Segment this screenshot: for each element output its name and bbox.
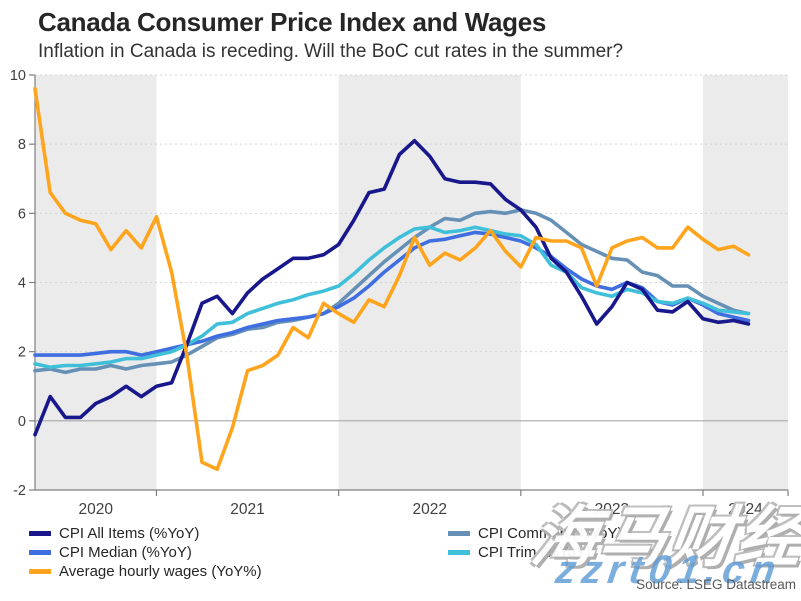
legend-line-swatch-cpi-trim bbox=[448, 550, 470, 555]
y-tick-label: 6 bbox=[18, 206, 26, 222]
x-year-label: 2020 bbox=[78, 501, 113, 518]
y-tick-label: 2 bbox=[18, 345, 26, 361]
legend-item-cpi-common: CPI Common (%YoY) bbox=[448, 524, 623, 543]
legend-label: CPI Trim (%YoY) bbox=[478, 544, 591, 561]
legend-line-swatch-cpi-common bbox=[448, 531, 470, 536]
legend-label: CPI Median (%YoY) bbox=[59, 544, 192, 561]
legend-line-swatch-average-hourly-wages bbox=[29, 569, 51, 574]
y-tick-label: 10 bbox=[10, 68, 26, 84]
x-year-label: 2023 bbox=[595, 501, 629, 518]
legend-label: Average hourly wages (YoY%) bbox=[59, 563, 262, 580]
y-tick-label: 4 bbox=[18, 276, 26, 292]
series-line-cpi-all-items-yoy bbox=[33, 138, 751, 437]
x-year-label: 2021 bbox=[230, 501, 264, 518]
legend-item-cpi-median: CPI Median (%YoY) bbox=[29, 543, 262, 562]
legend-item-average-hourly-wages: Average hourly wages (YoY%) bbox=[29, 562, 262, 581]
series-line-cpi-common-yoy bbox=[33, 208, 751, 375]
y-tick-label: 0 bbox=[18, 414, 26, 430]
series-line-cpi-trim-yoy bbox=[33, 225, 751, 370]
chart-legend-left: CPI All Items (%YoY) CPI Median (%YoY) A… bbox=[29, 524, 262, 581]
chart-legend-right: CPI Common (%YoY) CPI Trim (%YoY) bbox=[448, 524, 623, 562]
legend-item-cpi-trim: CPI Trim (%YoY) bbox=[448, 543, 623, 562]
legend-line-swatch-cpi-all-items bbox=[29, 531, 51, 536]
y-tick-label: -2 bbox=[13, 483, 26, 499]
y-tick-label: 8 bbox=[18, 137, 26, 153]
legend-line-swatch-cpi-median bbox=[29, 550, 51, 555]
page-title: Canada Consumer Price Index and Wages bbox=[38, 7, 547, 37]
series-line-average-hourly-wages-yoy bbox=[33, 87, 751, 472]
page-subtitle: Inflation in Canada is receding. Will th… bbox=[38, 41, 624, 62]
legend-label: CPI Common (%YoY) bbox=[478, 525, 623, 542]
legend-label: CPI All Items (%YoY) bbox=[59, 525, 200, 542]
x-year-label: 2024 bbox=[728, 501, 763, 518]
x-year-label: 2022 bbox=[412, 501, 446, 518]
source-note: Source: LSEG Datastream bbox=[636, 577, 796, 592]
legend-item-cpi-all-items: CPI All Items (%YoY) bbox=[29, 524, 262, 543]
